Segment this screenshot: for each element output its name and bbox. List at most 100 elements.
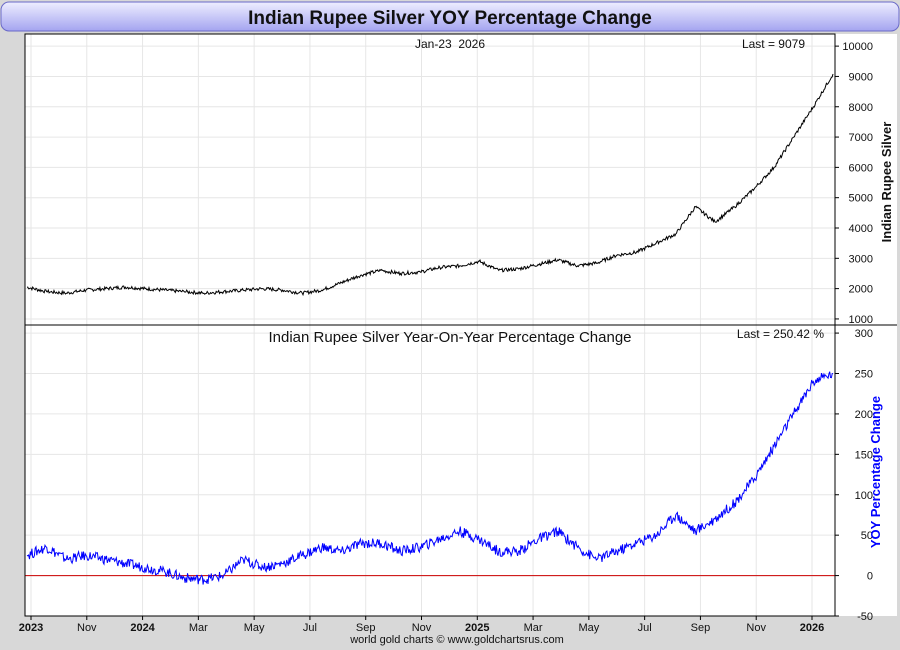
yoy-point [164,571,166,573]
yoy-point [596,559,598,561]
y-tick-label: 100 [855,490,873,502]
yoy-y-tick-labels: -50 0 50 100 150 200 250 300 [835,328,873,623]
price-point [223,291,225,293]
yoy-point [419,546,421,548]
y-tick-label: 300 [855,328,873,340]
yoy-panel-title: Indian Rupee Silver Year-On-Year Percent… [268,329,631,346]
yoy-point [498,551,500,553]
x-tick-label: 2026 [800,622,824,634]
price-point [105,288,107,290]
x-tick-label: Sep [356,622,376,634]
price-point [734,206,736,208]
yoy-point [203,579,205,581]
yoy-point [537,538,539,540]
price-point [773,167,775,169]
yoy-point [242,559,244,561]
yoy-point [341,551,343,553]
x-tick-label: Sep [691,622,711,634]
yoy-point [360,542,362,544]
price-point [557,259,559,261]
y-tick-label: 150 [855,449,873,461]
price-point [537,264,539,266]
yoy-point [85,555,87,557]
yoy-point [124,563,126,565]
x-tick-label: May [244,622,265,634]
price-axis-label: Indian Rupee Silver [879,122,894,243]
yoy-last-value: Last = 250.42 % [737,327,824,341]
yoy-point [183,577,185,579]
yoy-point [478,538,480,540]
price-point [714,221,716,223]
yoy-point [46,546,48,548]
yoy-point [400,551,402,553]
yoy-point [282,563,284,565]
price-point [242,289,244,291]
price-point [400,273,402,275]
yoy-point [636,542,638,544]
price-point [832,73,834,75]
y-tick-label: 7000 [849,132,873,144]
yoy-point [518,551,520,553]
x-tick-label: Mar [524,622,543,634]
price-point [301,292,303,294]
y-tick-label: 8000 [849,102,873,114]
y-tick-label: 10000 [842,41,873,53]
price-point [164,289,166,291]
yoy-point [773,445,775,447]
yoy-point [616,551,618,553]
yoy-point [380,542,382,544]
x-tick-label: Mar [189,622,208,634]
x-tick-label: 2024 [130,622,155,634]
y-tick-label: 0 [867,571,873,583]
price-point [813,106,815,108]
yoy-point [262,567,264,569]
yoy-point [321,546,323,548]
yoy-point [223,575,225,577]
price-point [144,288,146,290]
price-point [439,267,441,269]
price-point [321,289,323,291]
yoy-point [754,478,756,480]
price-point [26,286,28,288]
yoy-point [793,413,795,415]
x-tick-label: Nov [412,622,432,634]
price-point [360,274,362,276]
y-tick-label: 250 [855,369,873,381]
price-point [341,282,343,284]
y-tick-label: 3000 [849,253,873,265]
price-point [636,251,638,253]
price-point [596,262,598,264]
y-tick-label: 1000 [849,314,873,326]
yoy-point [439,538,441,540]
price-point [66,292,68,294]
price-point [675,233,677,235]
price-point [282,289,284,291]
price-point [419,271,421,273]
yoy-point [714,518,716,520]
yoy-point [832,373,834,375]
price-point [183,291,185,293]
y-tick-label: 4000 [849,223,873,235]
yoy-point [695,530,697,532]
title-bar [0,1,900,32]
yoy-point [675,514,677,516]
price-point [262,288,264,290]
yoy-point [557,530,559,532]
yoy-point [26,555,28,557]
y-tick-label: -50 [857,611,873,623]
price-last-value: Last = 9079 [742,37,805,51]
yoy-point [577,546,579,548]
price-point [459,265,461,267]
y-tick-label: 200 [855,409,873,421]
price-point [695,206,697,208]
yoy-point [813,381,815,383]
price-series-line [27,73,834,297]
x-tick-label: Nov [77,622,97,634]
price-point [577,265,579,267]
yoy-point [144,567,146,569]
y-tick-label: 6000 [849,162,873,174]
yoy-point [105,559,107,561]
price-point [498,270,500,272]
price-panel-grid [25,34,835,325]
price-point [518,268,520,270]
